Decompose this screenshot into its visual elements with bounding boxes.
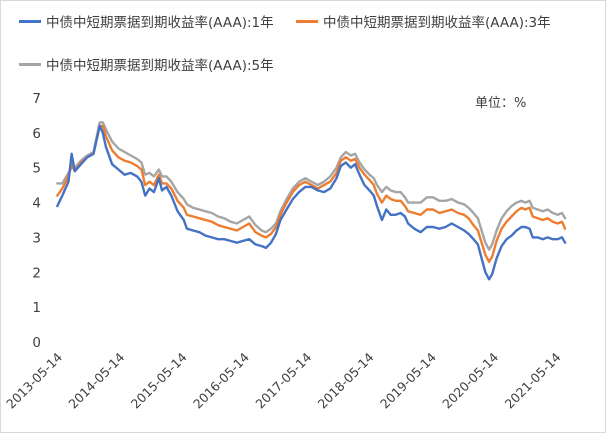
x-tick-label: 2013-05-14 [3,349,65,411]
x-tick-label: 2018-05-14 [315,349,377,411]
y-tick-label: 5 [32,161,41,177]
y-tick-label: 2 [32,265,41,281]
line-1y [56,124,567,281]
y-tick-label: 4 [32,196,41,212]
y-tick-label: 0 [32,335,41,351]
x-tick-label: 2014-05-14 [65,349,127,411]
legend-label-3y: 中债中短期票据到期收益率(AAA):3年 [323,15,551,31]
x-tick-label: 2016-05-14 [190,349,252,411]
y-tick-label: 1 [32,300,41,316]
legend-swatch-5y [19,62,41,66]
legend-label-1y: 中债中短期票据到期收益率(AAA):1年 [46,15,274,31]
legend-swatch-1y [19,19,41,23]
line-5y [56,121,567,251]
legend-swatch-3y [296,19,318,23]
legend-label-5y: 中债中短期票据到期收益率(AAA):5年 [46,58,274,74]
x-axis-ticks: 2013-05-14 2014-05-14 2015-05-14 2016-05-14… [3,349,563,411]
legend-item-1y: 中债中短期票据到期收益率(AAA):1年 [19,11,274,31]
x-tick-label: 2020-05-14 [439,349,501,411]
x-tick-label: 2021-05-14 [502,349,564,411]
line-3y [56,124,567,263]
y-axis-ticks: 0 1 2 3 4 5 6 7 [32,91,41,351]
y-tick-label: 3 [32,230,41,246]
y-tick-label: 6 [32,126,41,142]
unit-label: 单位：% [475,96,526,111]
x-tick-label: 2019-05-14 [377,349,439,411]
legend-item-3y: 中债中短期票据到期收益率(AAA):3年 [296,11,551,31]
series-lines [56,121,567,281]
x-tick-label: 2017-05-14 [252,349,314,411]
x-tick-label: 2015-05-14 [128,349,190,411]
y-tick-label: 7 [32,91,41,107]
legend-item-5y: 中债中短期票据到期收益率(AAA):5年 [19,54,274,74]
